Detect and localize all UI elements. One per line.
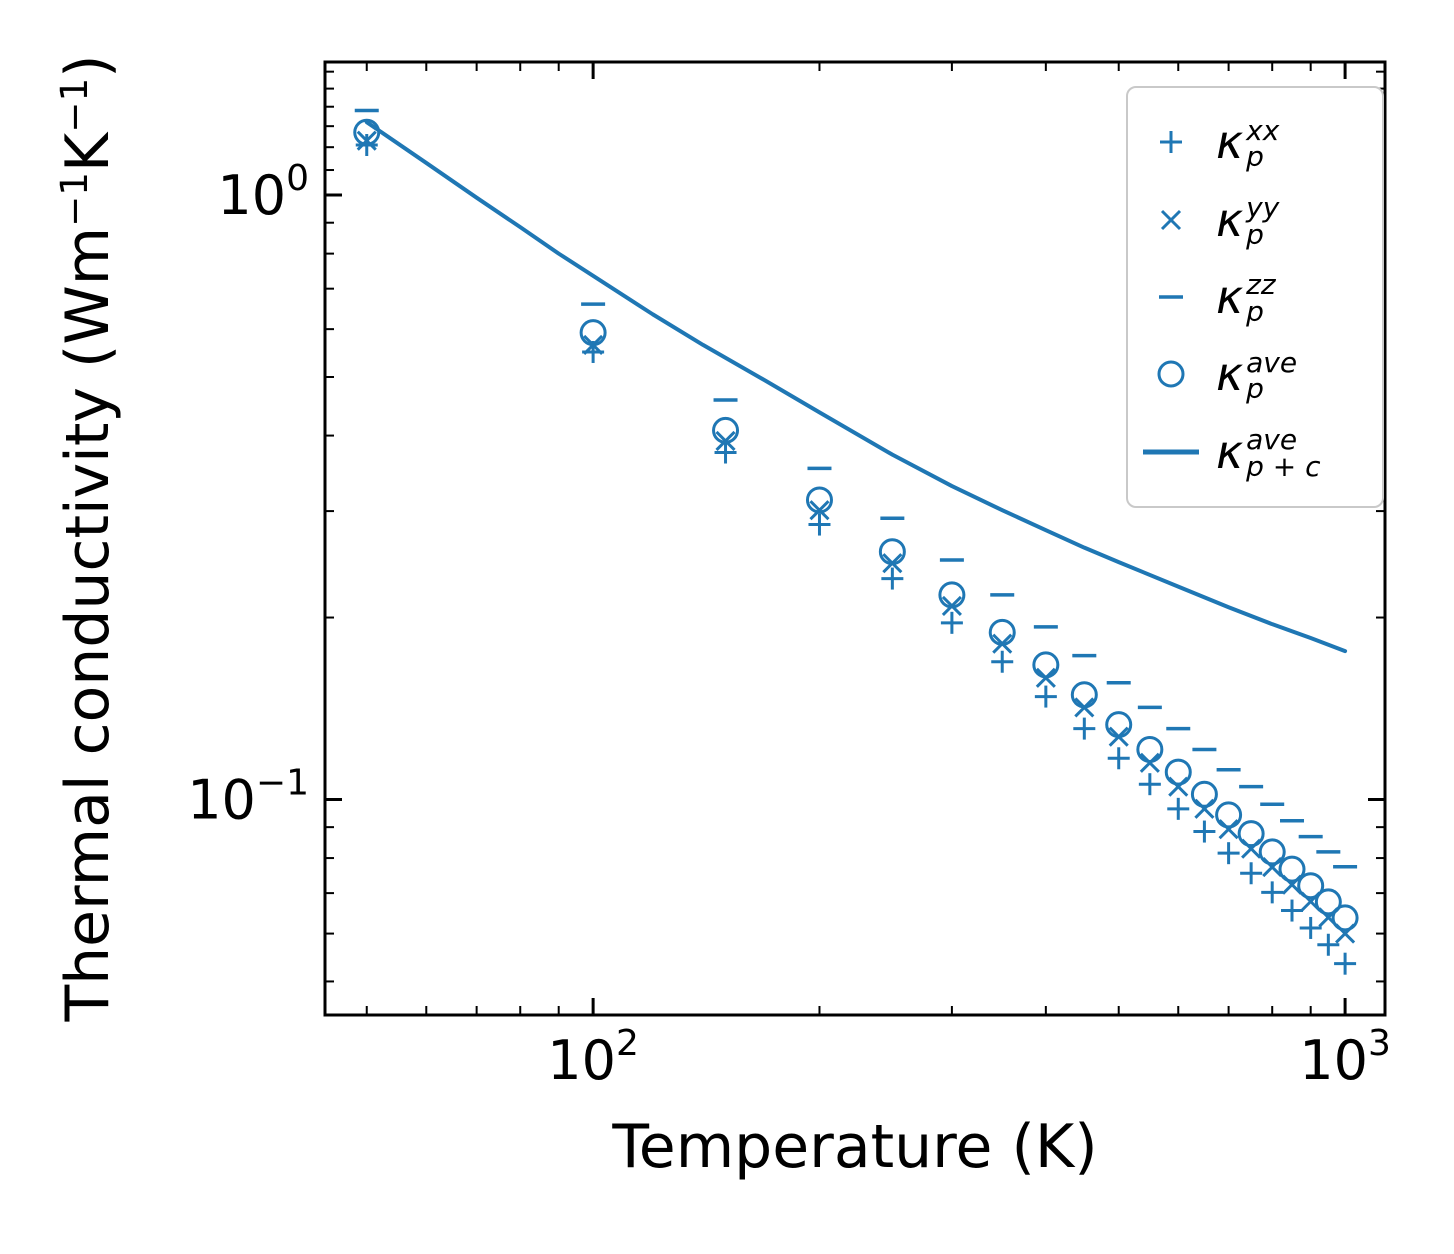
- circle-marker: [1278, 855, 1306, 883]
- circle-marker: [1297, 872, 1325, 900]
- y-axis-label-text: ): [53, 54, 123, 78]
- circle-marker: [712, 416, 740, 444]
- plus-marker: [1334, 952, 1357, 975]
- legend-item: κ zz p: [1138, 268, 1378, 328]
- plus-marker: [1240, 862, 1263, 885]
- y-tick-label: 100: [217, 158, 309, 227]
- circle-marker: [1105, 711, 1133, 739]
- y-axis-label-text: K: [53, 132, 123, 173]
- plus-marker: [1217, 842, 1240, 865]
- series-kappa_p_zz: [354, 108, 1358, 869]
- plus-marker: [940, 611, 963, 634]
- cross-marker: [1194, 798, 1215, 819]
- circle-marker: [1032, 651, 1060, 679]
- circle-marker: [1314, 888, 1342, 916]
- circle-marker: [1157, 360, 1185, 388]
- dash-marker-icon: [1159, 295, 1183, 299]
- plus-marker-icon: [1160, 131, 1182, 154]
- cross-marker-icon: [1160, 209, 1182, 230]
- y-axis-label: Thermal conductivity (Wm−1K−1): [52, 54, 123, 1022]
- x-axis-label: Temperature (K): [612, 1112, 1098, 1182]
- line-marker-icon: [1143, 449, 1199, 455]
- plus-marker: [1193, 820, 1216, 843]
- legend-label: κ xx p: [1216, 113, 1280, 174]
- y-axis-label-exponent: −1: [52, 77, 96, 133]
- plus-marker: [881, 567, 904, 590]
- circle-marker: [1190, 780, 1218, 808]
- plus-marker: [1167, 797, 1190, 820]
- legend-item: κ ave p: [1138, 345, 1378, 406]
- legend-label: κ ave p: [1216, 345, 1298, 406]
- circle-marker: [878, 538, 906, 566]
- cross-marker: [1160, 209, 1182, 230]
- series-line-kappa_p_plus_c_ave: [364, 120, 1348, 654]
- x-tick-label: 103: [1299, 1023, 1391, 1092]
- legend: κ xx p κ yy p κ zz p κ ave p κ ave p + c: [1126, 86, 1384, 508]
- plus-marker: [991, 650, 1014, 673]
- legend-item: κ xx p: [1138, 113, 1378, 174]
- plus-marker: [1299, 916, 1322, 939]
- circle-marker: [1331, 904, 1359, 932]
- circle-marker: [353, 118, 381, 146]
- cross-marker: [356, 130, 377, 151]
- y-tick-label: 10−1: [187, 762, 309, 831]
- legend-label: κ yy p: [1216, 191, 1280, 251]
- circle-marker: [1215, 801, 1243, 829]
- plus-marker: [1261, 881, 1284, 904]
- plus-marker: [1034, 685, 1057, 708]
- circle-marker: [1070, 681, 1098, 709]
- legend-label: κ ave p + c: [1216, 423, 1321, 483]
- cross-marker: [809, 500, 830, 521]
- cross-marker: [1168, 776, 1189, 797]
- circle-marker: [988, 618, 1016, 646]
- x-tick-label: 102: [547, 1023, 639, 1092]
- axes-spines: [323, 60, 1387, 1017]
- legend-label: κ zz p: [1216, 268, 1276, 328]
- plus-marker: [1107, 747, 1130, 770]
- plus-marker: [1138, 773, 1161, 796]
- plus-marker: [808, 513, 831, 536]
- plus-marker: [1317, 933, 1340, 956]
- plus-marker: [714, 441, 737, 464]
- series-kappa_p_ave: [353, 118, 1359, 932]
- circle-marker: [1136, 735, 1164, 763]
- circle-marker: [938, 581, 966, 609]
- circle-marker: [579, 319, 607, 347]
- legend-item: κ ave p + c: [1138, 423, 1378, 483]
- circle-marker: [1258, 838, 1286, 866]
- y-axis-label-text: Thermal conductivity (Wm: [53, 226, 123, 1022]
- legend-item: κ yy p: [1138, 191, 1378, 251]
- circle-marker: [1164, 758, 1192, 786]
- circle-marker: [1237, 820, 1265, 848]
- plus-marker: [1281, 899, 1304, 922]
- cross-marker: [1218, 819, 1239, 840]
- plus-marker: [1073, 717, 1096, 740]
- circle-marker-icon: [1157, 360, 1185, 388]
- plus-marker: [1160, 131, 1182, 154]
- y-axis-label-exponent: −1: [52, 172, 96, 227]
- circle-marker: [805, 486, 833, 514]
